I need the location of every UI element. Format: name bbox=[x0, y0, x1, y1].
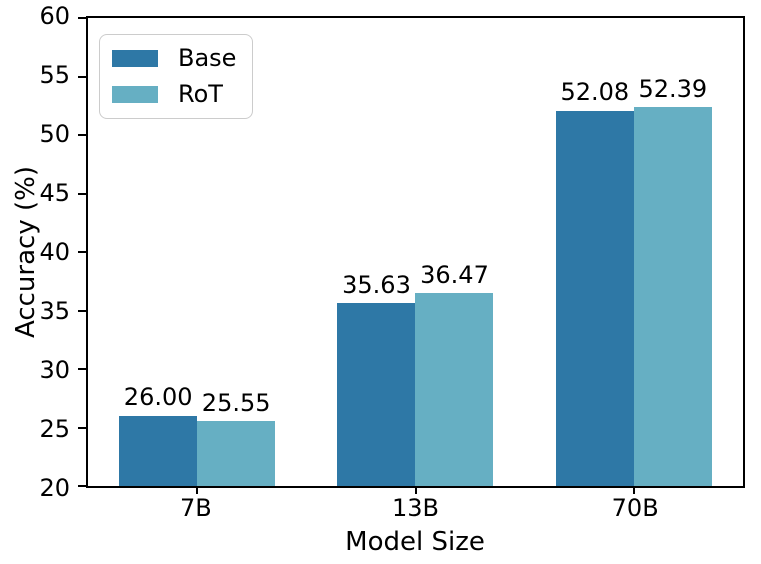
bar-value-label: 36.47 bbox=[420, 260, 489, 289]
bar-rot-70B bbox=[633, 107, 712, 486]
y-tick-mark bbox=[78, 309, 86, 312]
legend-label-base: Base bbox=[178, 44, 237, 72]
bar-rot-13B bbox=[415, 293, 494, 486]
x-tick-mark bbox=[632, 486, 635, 494]
bars-layer: 26.00 25.55 35.63 36.47 52.08 52.39 bbox=[88, 18, 743, 486]
legend-item-base: Base bbox=[112, 45, 236, 71]
x-tick-label: 70B bbox=[611, 494, 659, 522]
y-tick-label: 25 bbox=[39, 415, 70, 443]
y-tick-mark bbox=[78, 485, 86, 487]
y-tick-mark bbox=[78, 192, 86, 195]
category-group-13B: 35.63 36.47 bbox=[306, 18, 524, 486]
legend-swatch-rot bbox=[112, 86, 158, 104]
plot-area: 26.00 25.55 35.63 36.47 52.08 52.39 Base RoT bbox=[78, 16, 745, 494]
x-tick-mark bbox=[196, 486, 199, 494]
legend-label-rot: RoT bbox=[178, 80, 223, 109]
y-tick-label: 35 bbox=[39, 297, 70, 325]
y-tick-mark bbox=[78, 368, 86, 370]
y-tick-label: 50 bbox=[39, 120, 70, 148]
bar-value-label: 25.55 bbox=[201, 388, 271, 417]
y-axis-tick-labels: 20 25 30 35 40 45 50 55 60 bbox=[0, 4, 70, 500]
y-tick-mark bbox=[78, 75, 86, 78]
x-axis-title: Model Size bbox=[345, 527, 485, 557]
bar-value-label: 26.00 bbox=[123, 383, 193, 412]
legend-item-rot: RoT bbox=[112, 80, 236, 109]
y-tick-mark bbox=[78, 134, 86, 136]
bar-base-70B bbox=[555, 110, 634, 486]
y-tick-label: 40 bbox=[39, 238, 70, 266]
legend: Base RoT bbox=[99, 34, 254, 119]
bar-value-label: 35.63 bbox=[342, 270, 411, 299]
bar-value-label: 52.39 bbox=[638, 74, 708, 103]
legend-swatch-base bbox=[112, 49, 158, 67]
category-group-7B: 26.00 25.55 bbox=[88, 18, 306, 486]
x-axis-tick-labels: 7B 13B 70B bbox=[86, 496, 745, 524]
y-tick-mark bbox=[78, 17, 86, 19]
y-tick-label: 30 bbox=[39, 356, 70, 384]
bar-rot-7B bbox=[197, 421, 276, 486]
y-tick-label: 55 bbox=[39, 61, 70, 89]
y-tick-label: 45 bbox=[39, 179, 70, 207]
y-tick-label: 20 bbox=[39, 474, 70, 502]
y-tick-mark bbox=[78, 426, 86, 429]
bar-value-label: 52.08 bbox=[560, 78, 630, 107]
y-tick-mark bbox=[78, 251, 86, 253]
x-tick-label: 7B bbox=[179, 494, 212, 522]
y-tick-label: 60 bbox=[39, 2, 70, 30]
category-group-70B: 52.08 52.39 bbox=[525, 18, 743, 486]
x-tick-label: 13B bbox=[391, 494, 440, 522]
bar-base-13B bbox=[337, 303, 416, 486]
bar-base-7B bbox=[119, 415, 198, 486]
x-tick-mark bbox=[414, 486, 417, 494]
